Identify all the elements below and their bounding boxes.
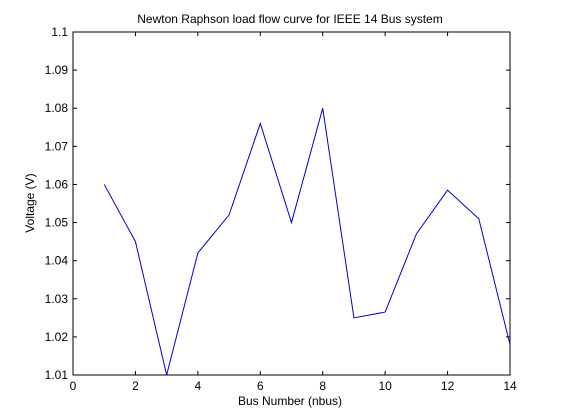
x-tick-label: 6 <box>257 379 264 393</box>
plot-frame <box>72 31 511 376</box>
x-tick-label: 8 <box>319 379 326 393</box>
y-tick-label: 1.09 <box>45 63 69 77</box>
x-tick-label: 14 <box>503 379 517 393</box>
x-tick-label: 12 <box>441 379 455 393</box>
y-tick-label: 1.08 <box>45 101 69 115</box>
x-axis-title: Bus Number (nbus) <box>238 394 342 408</box>
x-tick-label: 4 <box>195 379 202 393</box>
plot-area <box>72 31 511 376</box>
x-tick-label: 10 <box>378 379 392 393</box>
y-axis-ticks: 1.01 1.02 1.03 1.04 1.05 1.06 1.07 1.08 1.09 1.1 <box>45 25 510 382</box>
y-tick-label: 1.02 <box>45 330 69 344</box>
x-tick-label: 0 <box>70 379 77 393</box>
y-tick-label: 1.04 <box>45 254 69 268</box>
y-tick-label: 1.01 <box>45 368 69 382</box>
y-axis-title: Voltage (V) <box>23 173 37 232</box>
series-line <box>103 108 511 376</box>
y-tick-label: 1.07 <box>45 139 69 153</box>
y-tick-label: 1.06 <box>45 177 69 191</box>
y-tick-label: 1.1 <box>51 25 68 39</box>
y-tick-label: 1.03 <box>45 292 69 306</box>
series-layer <box>103 108 511 376</box>
y-tick-label: 1.05 <box>45 216 69 230</box>
x-axis-ticks: 0 2 4 6 8 10 12 14 <box>70 32 517 393</box>
chart-title: Newton Raphson load flow curve for IEEE … <box>137 12 442 26</box>
x-tick-label: 2 <box>132 379 139 393</box>
